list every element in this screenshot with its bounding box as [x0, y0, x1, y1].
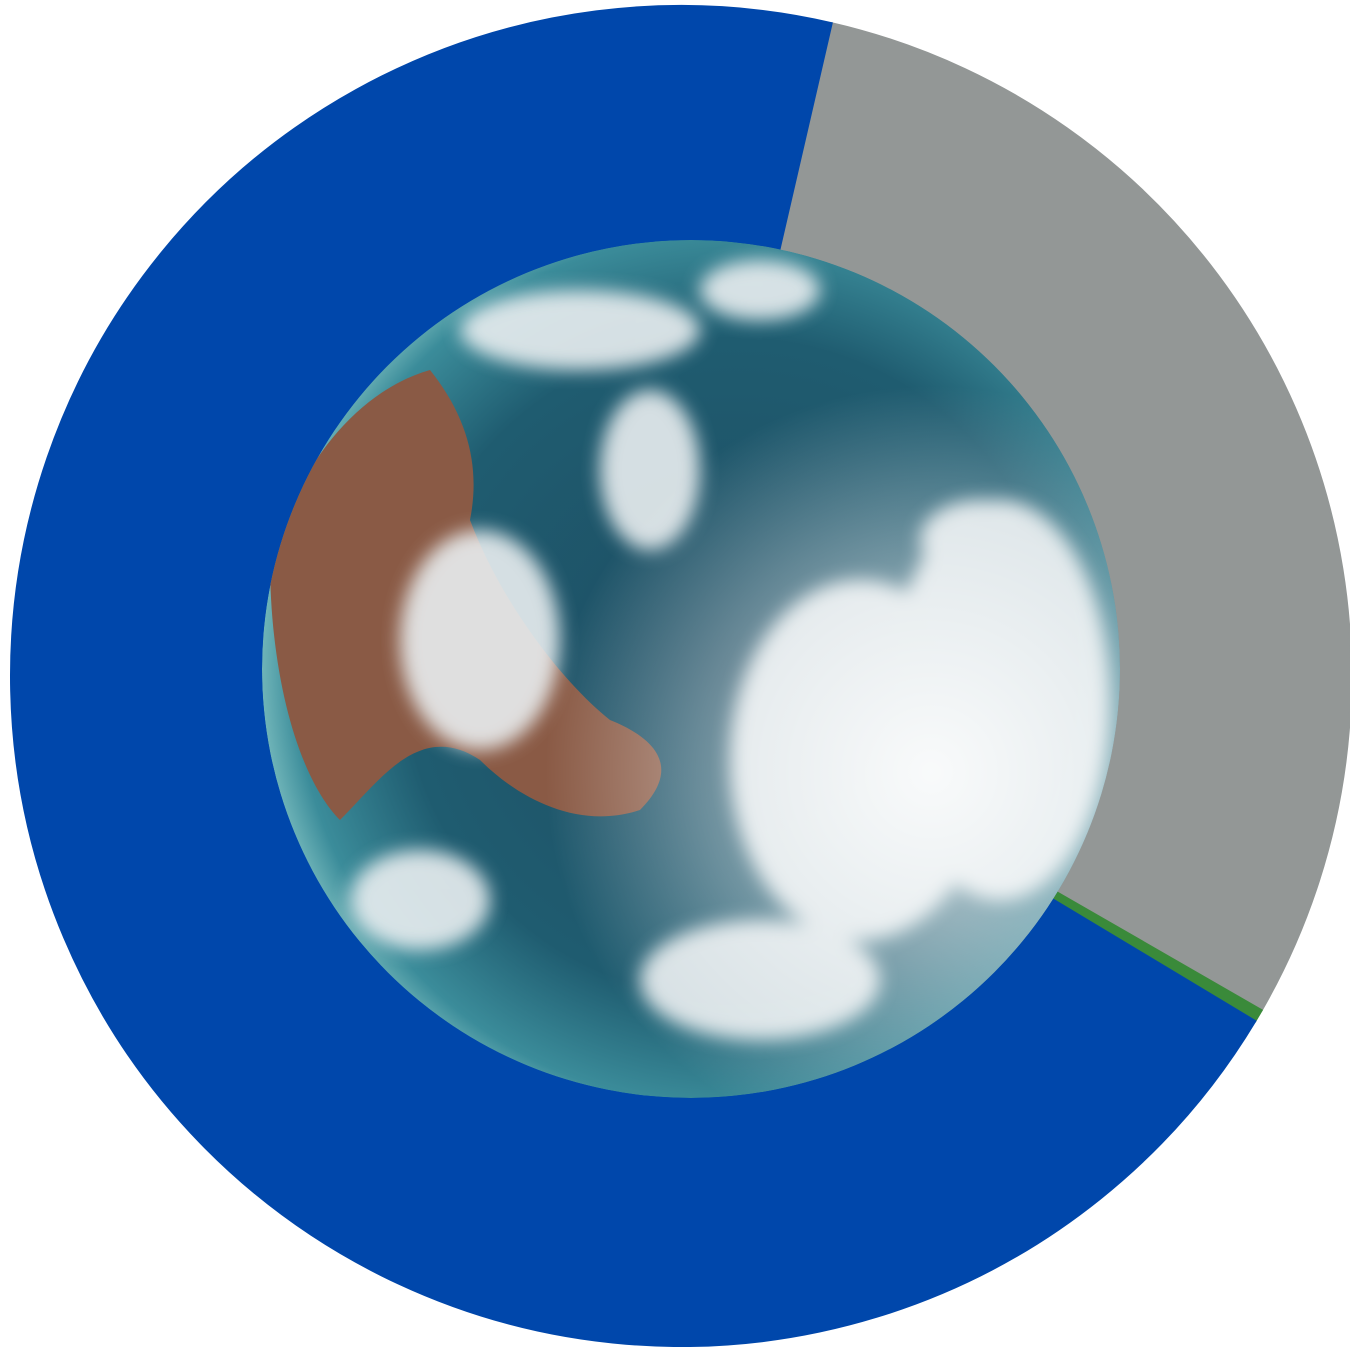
earth-image: [262, 240, 1120, 1098]
